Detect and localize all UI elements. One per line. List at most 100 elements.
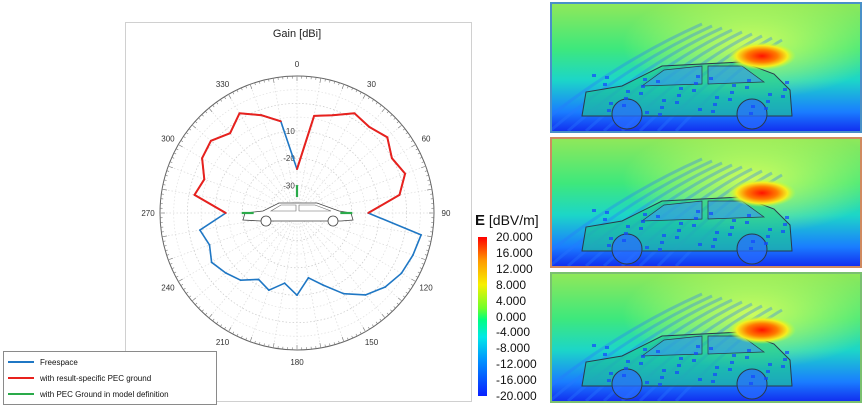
field-speckle: [732, 84, 736, 87]
field-speckle: [677, 364, 681, 367]
field-speckle: [785, 351, 789, 354]
angular-tick-mark: [162, 240, 166, 242]
angular-tick-mark: [386, 110, 389, 114]
colorbar-tick-label: -16.000: [496, 373, 537, 388]
field-speckle: [745, 86, 749, 89]
car-body-icon: [581, 196, 793, 265]
field-speckle: [641, 85, 645, 88]
angular-tick-mark: [419, 157, 423, 159]
field-speckle: [656, 350, 660, 353]
field-speckle: [751, 105, 755, 108]
field-speckle: [728, 368, 732, 371]
angular-tick-label: 150: [365, 338, 379, 347]
radial-grid-circle: [228, 144, 366, 282]
angular-tick-mark: [359, 331, 362, 335]
angular-tick-mark: [163, 245, 167, 247]
angular-tick-mark: [329, 79, 331, 83]
field-speckle: [679, 222, 683, 225]
field-speckle: [603, 218, 607, 221]
field-panel-bottom: [550, 272, 862, 403]
series-point: [368, 126, 371, 128]
field-speckle: [751, 240, 755, 243]
colorbar-title-symbol: E: [475, 212, 486, 229]
angular-tick-mark: [410, 140, 414, 142]
field-speckle: [698, 108, 702, 111]
angular-tick-mark: [368, 96, 370, 100]
angular-tick-mark: [402, 295, 406, 298]
series-point: [210, 139, 212, 142]
series-model-pec: [241, 185, 353, 215]
angular-tick-mark: [173, 271, 177, 274]
angular-tick-mark: [198, 117, 201, 120]
field-speckle: [605, 211, 609, 214]
field-speckle: [592, 74, 596, 77]
angular-tick-mark: [224, 96, 226, 100]
angular-tick-mark: [333, 81, 336, 84]
legend-item-result-pec: with result-specific PEC ground: [8, 372, 151, 384]
angular-grid-spoke: [296, 78, 322, 214]
field-speckle: [764, 377, 768, 380]
angular-tick-mark: [241, 87, 243, 91]
angular-tick-label: 120: [419, 284, 433, 293]
angular-tick-mark: [424, 254, 428, 256]
series-point: [398, 194, 401, 196]
field-speckle: [764, 242, 768, 245]
angular-tick-mark: [201, 114, 204, 117]
field-speckle: [783, 223, 787, 226]
field-speckle: [694, 217, 698, 220]
angular-tick-mark: [347, 85, 349, 89]
radial-tick-label: -30: [283, 182, 295, 191]
radial-grid-circle: [214, 130, 380, 296]
field-speckle: [658, 113, 662, 116]
series-point: [208, 243, 211, 246]
field-speckle: [709, 347, 713, 350]
field-streak: [552, 292, 703, 387]
angular-grid-spoke: [272, 78, 298, 214]
colorbar-tick-label: 4.000: [496, 293, 527, 308]
series-point: [296, 294, 298, 297]
series-point: [420, 233, 423, 236]
angular-tick-mark: [341, 84, 345, 90]
angular-tick-mark: [258, 81, 261, 84]
field-speckle: [592, 209, 596, 212]
field-speckle: [692, 224, 696, 227]
angular-tick-mark: [426, 188, 432, 191]
series-point: [210, 261, 213, 264]
field-speckle: [639, 92, 643, 95]
field-speckle: [751, 375, 755, 378]
angular-tick-mark: [319, 78, 322, 84]
series-point: [386, 136, 389, 139]
field-speckle: [624, 367, 628, 370]
field-speckle: [783, 358, 787, 361]
field-speckle: [713, 373, 717, 376]
field-speckle: [660, 106, 664, 109]
series-point: [367, 212, 370, 214]
angular-tick-mark: [402, 128, 406, 131]
field-speckle: [592, 344, 596, 347]
series-point: [307, 276, 310, 279]
angular-tick-mark: [249, 84, 253, 90]
field-speckle: [609, 237, 613, 240]
angular-tick-mark: [162, 235, 168, 238]
field-streak: [552, 159, 713, 266]
field-speckle: [730, 361, 734, 364]
angular-tick-mark: [208, 107, 213, 113]
colorbar-tick-label: -12.000: [496, 357, 537, 372]
series-point: [224, 271, 227, 274]
angular-tick-mark: [411, 278, 416, 282]
angular-tick-mark: [236, 333, 239, 337]
angular-tick-mark: [185, 291, 189, 294]
colorbar-tick-label: 16.000: [496, 245, 533, 260]
series-point: [238, 112, 241, 115]
series-point: [313, 114, 316, 117]
field-speckle: [675, 371, 679, 374]
angular-tick-mark: [272, 78, 275, 84]
series-point: [404, 172, 407, 175]
angular-tick-mark: [185, 132, 189, 135]
field-speckle: [728, 233, 732, 236]
field-speckle: [709, 212, 713, 215]
field-panel-top: [550, 2, 862, 133]
angular-tick-mark: [341, 336, 345, 342]
field-speckle: [662, 99, 666, 102]
angular-tick-mark: [419, 267, 423, 269]
